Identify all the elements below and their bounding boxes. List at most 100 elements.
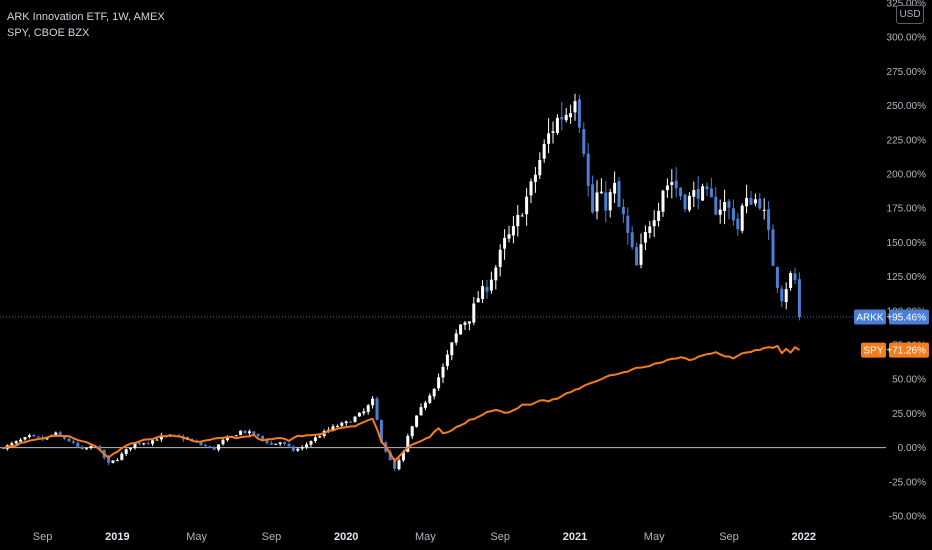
candle [349, 420, 353, 423]
candle-body [58, 432, 62, 436]
x-tick-label: 2022 [792, 531, 816, 543]
candle [762, 198, 766, 220]
candle-body [511, 226, 515, 236]
candle-body [573, 101, 577, 113]
candle-body [247, 431, 251, 434]
candle [727, 198, 731, 220]
candle [115, 458, 119, 462]
currency-badge[interactable]: USD [896, 5, 924, 24]
candle [234, 435, 238, 437]
candle [626, 207, 630, 245]
candle [758, 192, 762, 211]
candle-body [23, 437, 27, 440]
candle [344, 420, 348, 427]
candle-body [225, 437, 229, 441]
candle-body [621, 206, 625, 215]
candle-body [657, 210, 661, 221]
candle [775, 266, 779, 293]
candle-body [463, 322, 467, 325]
x-tick-label: 2021 [563, 531, 587, 543]
candle-body [454, 333, 458, 343]
candle [736, 213, 740, 236]
candle-body [555, 117, 559, 134]
candle-body [274, 443, 278, 445]
candle-body [252, 431, 256, 435]
candle-body [234, 435, 238, 437]
candle [120, 452, 124, 461]
candle-body [459, 324, 463, 335]
candle [203, 443, 207, 447]
candle [630, 226, 634, 250]
candle [124, 448, 128, 456]
candle-body [19, 439, 23, 442]
candle-body [146, 443, 150, 445]
y-tick-label: 325.00% [887, 0, 927, 10]
candle [613, 171, 617, 204]
candle-body [129, 447, 133, 450]
candle-body [547, 133, 551, 144]
candle-body [652, 220, 656, 227]
candle-body [793, 273, 797, 281]
candle [397, 457, 401, 471]
candle [797, 272, 801, 321]
candle-body [371, 398, 375, 406]
candle [670, 169, 674, 199]
candle [652, 210, 656, 237]
candle-body [27, 435, 31, 438]
candle-body [401, 452, 405, 461]
candle [274, 443, 278, 445]
candle [533, 166, 537, 193]
candle-body [32, 434, 36, 437]
candle-body [674, 180, 678, 189]
candle [410, 425, 414, 440]
candle [357, 412, 361, 417]
candle-body [85, 448, 89, 450]
candle [269, 440, 273, 445]
candle-body [775, 267, 779, 288]
candle [604, 181, 608, 223]
candle-body [98, 446, 102, 450]
candle [146, 441, 150, 446]
candle [278, 441, 282, 447]
candle [793, 267, 797, 285]
y-tick-label: 275.00% [887, 67, 927, 78]
candle [335, 424, 339, 428]
candle-body [287, 443, 291, 447]
candle [564, 107, 568, 123]
x-tick-label: May [644, 531, 665, 543]
candle [415, 415, 419, 428]
spy-badge-value-box [889, 342, 929, 358]
candle [454, 329, 458, 346]
candle-body [296, 448, 300, 451]
candle [731, 199, 735, 226]
candle-body [137, 442, 141, 444]
candle-body [142, 443, 146, 445]
candle [494, 264, 498, 290]
y-tick-label: 125.00% [887, 272, 927, 283]
candle [498, 244, 502, 277]
candle [291, 445, 295, 452]
candle-body [124, 449, 128, 454]
candle-body [595, 192, 599, 212]
candle-body [481, 286, 485, 300]
candle-body [388, 451, 392, 461]
candle [573, 93, 577, 121]
candle-body [648, 226, 652, 234]
candle [151, 440, 155, 447]
candle-body [679, 187, 683, 197]
candle-body [331, 426, 335, 430]
candle [445, 350, 449, 370]
candle-body [450, 342, 454, 356]
spy-badge-label: SPY [863, 346, 883, 357]
candle-body [305, 444, 309, 448]
candle-body [357, 412, 361, 417]
candle-body [740, 205, 744, 231]
candle [247, 429, 251, 436]
candle-body [731, 208, 735, 221]
candle-body [208, 446, 212, 448]
candle-body [569, 113, 573, 118]
candle-body [340, 422, 344, 426]
candle [577, 94, 581, 133]
candle-body [780, 288, 784, 302]
